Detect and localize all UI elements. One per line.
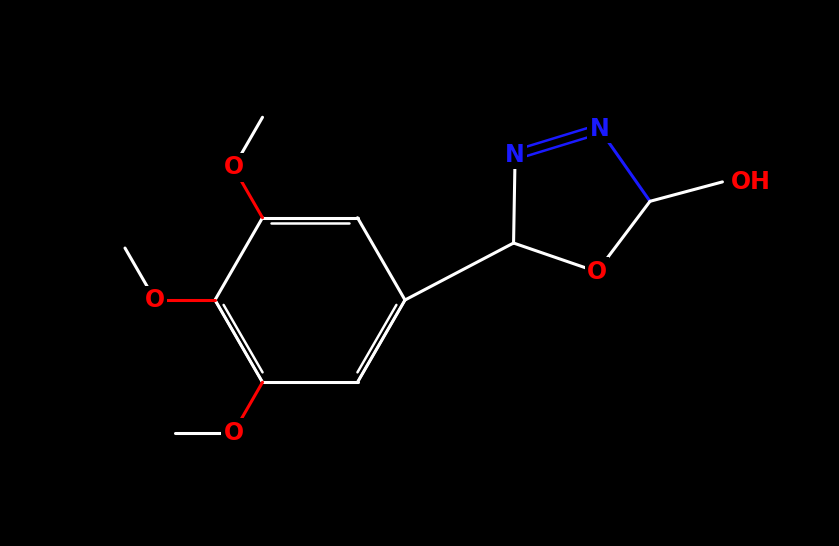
Text: N: N [590, 117, 609, 141]
Text: O: O [223, 420, 243, 444]
Text: O: O [586, 260, 607, 284]
Text: O: O [223, 156, 243, 180]
Text: OH: OH [731, 170, 770, 194]
Text: N: N [505, 143, 525, 167]
Text: O: O [145, 288, 165, 312]
